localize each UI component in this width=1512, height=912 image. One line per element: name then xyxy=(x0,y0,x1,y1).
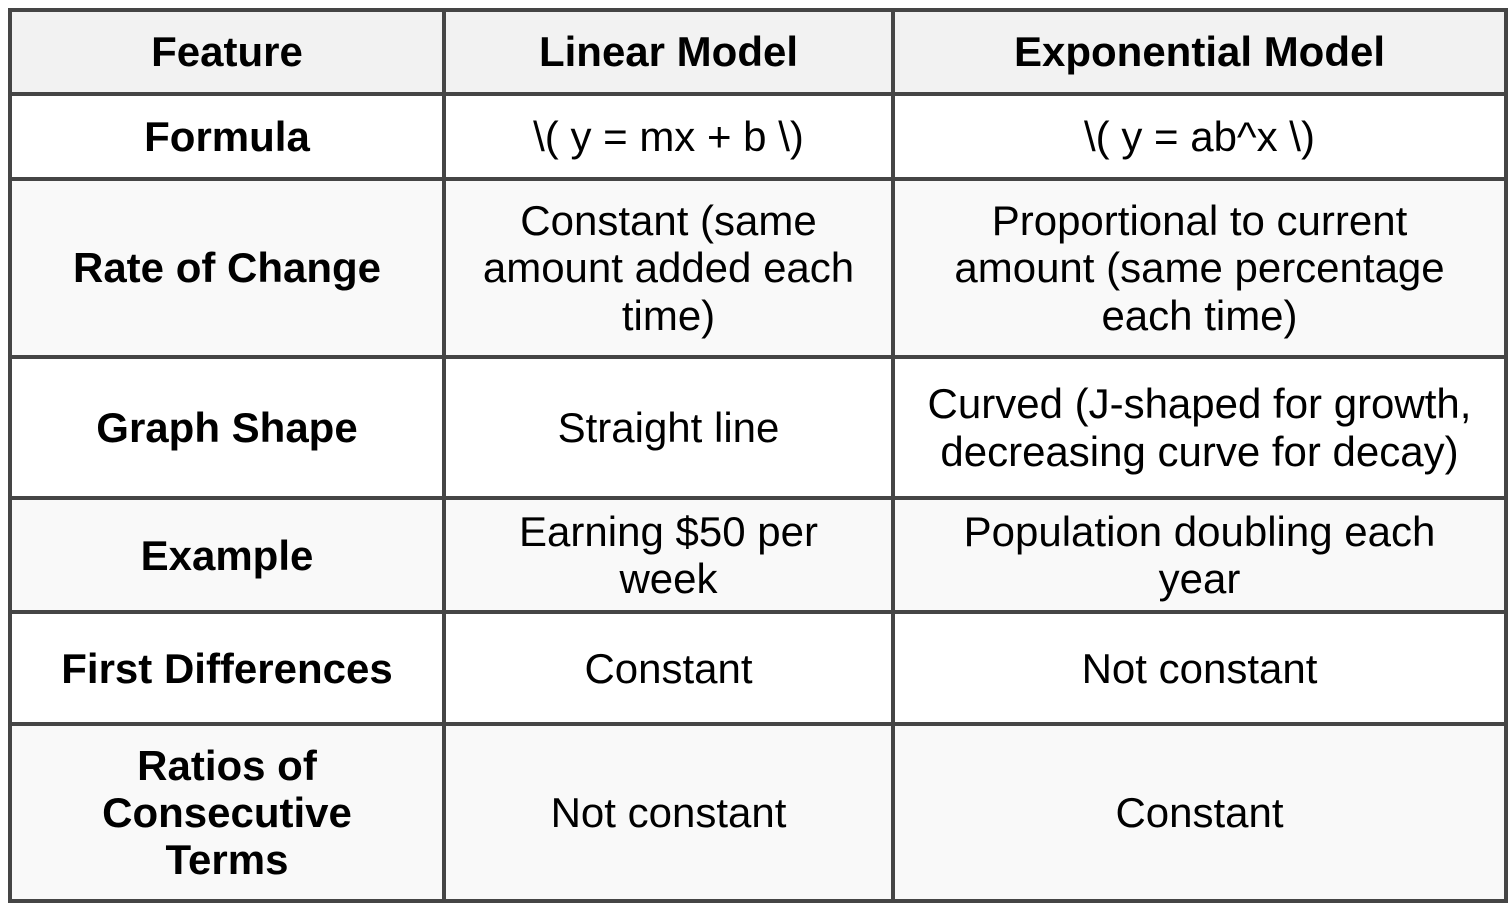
formula-exponential-cell: \( y = ab^x \) xyxy=(891,92,1508,181)
rate-of-change-linear-cell: Constant (same amount added each time) xyxy=(442,177,895,359)
table-header-row: Feature Linear Model Exponential Model xyxy=(8,8,1508,96)
example-exponential-cell: Population doubling each year xyxy=(891,495,1508,615)
formula-linear-cell: \( y = mx + b \) xyxy=(442,92,895,181)
table-row-first-differences: First Differences Constant Not constant xyxy=(8,610,1508,727)
graph-shape-exponential-cell: Curved (J-shaped for growth, decreasing … xyxy=(891,355,1508,500)
first-differences-linear-cell: Constant xyxy=(442,610,895,727)
row-label-example: Example xyxy=(8,495,446,615)
header-cell-exponential-model: Exponential Model xyxy=(891,8,1508,96)
rate-of-change-exponential-cell: Proportional to current amount (same per… xyxy=(891,177,1508,359)
table-row-example: Example Earning $50 per week Population … xyxy=(8,495,1508,615)
table-row-graph-shape: Graph Shape Straight line Curved (J-shap… xyxy=(8,355,1508,500)
header-cell-feature: Feature xyxy=(8,8,446,96)
table-row-formula: Formula \( y = mx + b \) \( y = ab^x \) xyxy=(8,92,1508,181)
row-label-graph-shape: Graph Shape xyxy=(8,355,446,500)
row-label-first-differences: First Differences xyxy=(8,610,446,727)
comparison-table: Feature Linear Model Exponential Model F… xyxy=(8,8,1508,904)
ratios-linear-cell: Not constant xyxy=(442,722,895,904)
table-row-ratios-of-consecutive-terms: Ratios of Consecutive Terms Not constant… xyxy=(8,722,1508,904)
ratios-exponential-cell: Constant xyxy=(891,722,1508,904)
row-label-rate-of-change: Rate of Change xyxy=(8,177,446,359)
first-differences-exponential-cell: Not constant xyxy=(891,610,1508,727)
row-label-formula: Formula xyxy=(8,92,446,181)
table-row-rate-of-change: Rate of Change Constant (same amount add… xyxy=(8,177,1508,359)
example-linear-cell: Earning $50 per week xyxy=(442,495,895,615)
graph-shape-linear-cell: Straight line xyxy=(442,355,895,500)
row-label-ratios-of-consecutive-terms: Ratios of Consecutive Terms xyxy=(8,722,446,904)
header-cell-linear-model: Linear Model xyxy=(442,8,895,96)
